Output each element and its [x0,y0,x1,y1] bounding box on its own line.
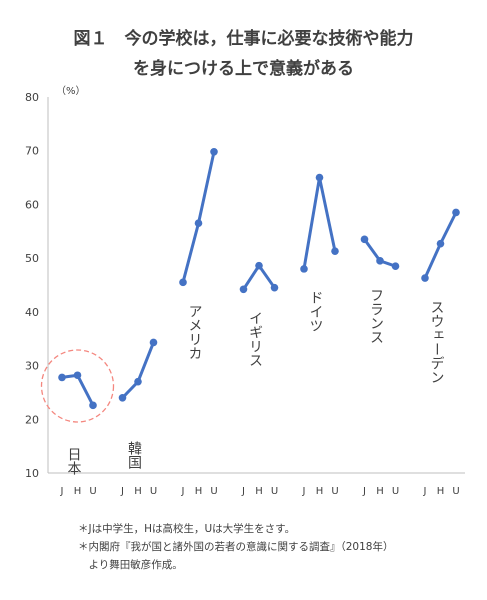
series-line [302,176,337,271]
x-tick-label: U [89,486,96,497]
x-tick-label: H [74,486,82,497]
data-point [149,338,158,347]
data-point [376,257,384,265]
data-point [89,401,97,410]
data-point [118,394,127,402]
x-tick-label: H [255,486,263,497]
x-tick-label: U [150,486,157,497]
y-tick-label: 10 [25,467,39,480]
data-point [179,278,187,287]
series-label: 日本 [66,447,82,475]
x-tick-label: J [60,486,64,497]
data-point [452,208,460,217]
y-tick-label: 40 [25,306,39,319]
series-label: 韓国 [126,441,142,469]
footnotes: ＊Jは中学生，Hは高校生，Uは大学生をさす。 ＊内閣府『我が国と諸外国の若者の意… [78,520,393,574]
series-line [121,340,155,400]
data-point [255,261,263,270]
data-point [134,377,142,386]
y-tick-label: 20 [25,413,39,426]
x-tick-label: H [134,486,142,497]
y-tick-label: 30 [25,360,39,373]
data-point [210,147,218,156]
x-tick-label: J [362,486,366,497]
y-tick-label: 50 [25,252,39,265]
series-line [181,150,216,284]
series-label: ドイツ [308,291,324,333]
footnote-1: ＊Jは中学生，Hは高校生，Uは大学生をさす。 [78,523,296,535]
x-tick-label: U [331,486,338,497]
data-point [239,285,248,294]
x-tick-label: J [120,486,124,497]
chart-title-line-2: を身につける上で意義がある [133,59,354,79]
series-label: アメリカ [187,304,203,360]
highlight-circle [40,349,115,423]
data-point [194,219,203,228]
chart-title-line-1: 図１ 今の学校は，仕事に必要な技術や能力 [73,29,414,49]
series-label: イギリス [247,311,263,367]
data-point [270,283,279,292]
y-tick-label: 80 [25,91,39,104]
data-point [391,262,400,271]
series-line [60,373,95,407]
data-point [331,247,339,255]
data-point [360,235,369,244]
x-tick-label: U [271,486,278,497]
data-point [315,173,324,182]
x-tick-label: U [392,486,399,497]
footnote-3: より舞田敏彦作成。 [78,559,183,571]
x-tick-label: H [376,486,384,497]
y-tick-label: 60 [25,198,39,211]
series-label: スウェーデン [429,300,445,384]
x-tick-label: H [316,486,324,497]
x-tick-label: U [452,486,459,497]
x-tick-label: J [302,486,306,497]
y-tick-label: 70 [25,145,39,158]
y-unit-label: （%） [56,85,86,97]
data-point [58,373,66,382]
x-tick-label: H [195,486,203,497]
series-label: フランス [368,288,384,344]
data-point [300,265,308,273]
x-tick-label: J [241,486,245,497]
x-tick-label: U [210,486,217,497]
x-tick-label: H [437,486,445,497]
data-point [421,274,429,282]
footnote-2: ＊内閣府『我が国と諸外国の若者の意識に関する調査』（2018年） [78,541,394,553]
x-tick-label: J [423,486,427,497]
data-point [436,239,445,248]
data-point [73,371,82,380]
x-tick-label: J [181,486,185,497]
